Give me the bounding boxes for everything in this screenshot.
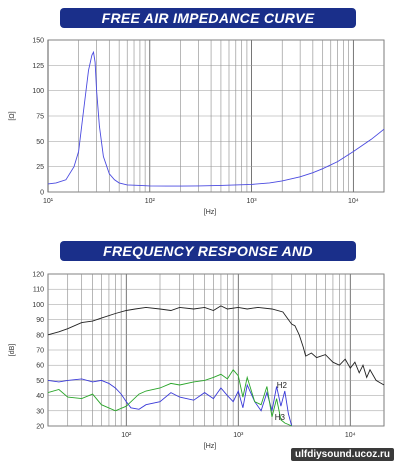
y-tick-label: 90: [36, 317, 44, 324]
y-tick-label: 0: [40, 190, 44, 197]
y-tick-label: 40: [36, 393, 44, 400]
series-line-3: [47, 369, 292, 427]
y-tick-label: 120: [32, 272, 44, 279]
y-tick-label: 60: [36, 363, 44, 370]
y-tick-label: 110: [33, 287, 44, 294]
x-tick-label: 10¹: [43, 198, 54, 205]
x-tick-label: 10⁴: [345, 432, 356, 439]
impedance-chart: 0 25 50 75 100 125 150 10¹ 10² 10³ 10⁴ [Hz] [Ω]: [9, 38, 385, 216]
frequency-chart-title: FREQUENCY RESPONSE AND DISTORTION: [60, 241, 356, 279]
impedance-chart-title: FREE AIR IMPEDANCE CURVE: [60, 8, 356, 28]
x-axis-label: [Hz]: [204, 209, 217, 216]
x-tick-label: 10³: [247, 198, 258, 205]
x-tick-label: 10⁴: [348, 198, 359, 205]
y-tick-label: 50: [36, 378, 44, 385]
y-tick-label: 125: [32, 63, 44, 70]
x-tick-label: 10²: [121, 432, 132, 439]
x-tick-label: 10³: [233, 432, 244, 439]
y-tick-label: 25: [36, 164, 44, 171]
series-line-1: [47, 305, 385, 386]
y-tick-label: 80: [36, 332, 44, 339]
annotation-label: H3: [275, 413, 286, 422]
y-tick-label: 75: [36, 114, 44, 121]
y-tick-label: 20: [36, 424, 44, 431]
annotation-label: H2: [277, 381, 288, 390]
y-tick-label: 50: [36, 139, 44, 146]
x-tick-label: 10²: [145, 198, 156, 205]
y-axis-label: [dB]: [9, 344, 16, 357]
y-tick-label: 100: [32, 302, 44, 309]
watermark-text: ulfdiysound.ucoz.ru: [291, 448, 394, 461]
y-tick-label: 70: [36, 348, 44, 355]
y-tick-label: 30: [36, 408, 44, 415]
series-line-1: [47, 50, 385, 187]
y-axis-label: [Ω]: [9, 111, 16, 120]
x-axis-label: [Hz]: [204, 443, 217, 450]
y-tick-label: 100: [32, 88, 44, 95]
frequency-response-chart: 20 30 40 50 60 70 80 90 100 110 120 10² 10³ 10⁴ [Hz] [d…: [9, 272, 385, 450]
y-tick-label: 150: [32, 38, 44, 45]
